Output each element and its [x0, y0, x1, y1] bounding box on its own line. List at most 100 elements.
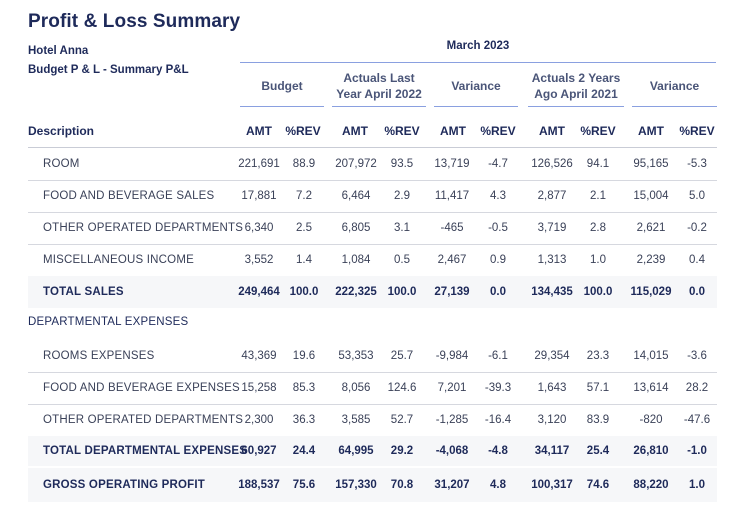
row-label: FOOD AND BEVERAGE SALES — [43, 190, 215, 202]
table-cell: 100,317 — [531, 479, 573, 491]
table-cell: 2,877 — [537, 190, 567, 202]
column-header: %REV — [384, 124, 420, 138]
table-cell: 52.7 — [390, 414, 414, 426]
table-cell: 75.6 — [292, 479, 316, 491]
table-cell: 2.9 — [394, 190, 410, 202]
total-row: TOTAL SALES 249,464 100.0 222,325 100.0 27,13… — [28, 276, 717, 308]
table-cell: 3,552 — [244, 254, 274, 266]
table-row: OTHER OPERATED DEPARTMENTS 6,340 2.5 6,805 3… — [28, 212, 717, 245]
table-cell: 221,691 — [238, 158, 280, 170]
table-cell: 13,614 — [633, 382, 669, 394]
table-cell: 4.3 — [490, 190, 506, 202]
column-header: %REV — [285, 124, 321, 138]
table-cell: 2,467 — [437, 254, 467, 266]
table-cell: 23.3 — [586, 350, 610, 362]
section-departmental-expenses: DEPARTMENTAL EXPENSES — [28, 316, 189, 328]
table-cell: 15,004 — [633, 190, 669, 202]
table-cell: -6.1 — [488, 350, 508, 362]
group-underline-actuals-last-year — [332, 106, 426, 107]
period-header: March 2023 — [446, 40, 510, 52]
report-name: Budget P & L - Summary P&L — [28, 64, 189, 76]
table-cell: -820 — [639, 414, 663, 426]
table-row: OTHER OPERATED DEPARTMENTS 2,300 36.3 3,585… — [28, 404, 717, 436]
table-row: FOOD AND BEVERAGE SALES 17,881 7.2 6,464 2.9… — [28, 180, 717, 213]
table-cell: 2,300 — [244, 414, 274, 426]
table-cell: 6,805 — [341, 222, 371, 234]
table-cell: 0.0 — [689, 286, 705, 298]
table-cell: 222,325 — [335, 286, 377, 298]
table-cell: 1,084 — [341, 254, 371, 266]
table-cell: 36.3 — [292, 414, 316, 426]
table-cell: 25.7 — [390, 350, 414, 362]
table-cell: 74.6 — [586, 479, 610, 491]
column-header: AMT — [539, 124, 565, 138]
table-cell: 14,015 — [633, 350, 669, 362]
row-label: ROOMS EXPENSES — [43, 350, 155, 362]
table-cell: 0.4 — [689, 254, 705, 266]
table-cell: -0.2 — [687, 222, 707, 234]
header-rule — [28, 147, 717, 148]
row-label: FOOD AND BEVERAGE EXPENSES — [43, 382, 240, 394]
table-cell: -9,984 — [435, 350, 469, 362]
row-label: TOTAL DEPARTMENTAL EXPENSES — [43, 445, 248, 457]
table-cell: -47.6 — [683, 414, 711, 426]
table-cell: 4.8 — [490, 479, 506, 491]
table-cell: 28.2 — [685, 382, 709, 394]
table-cell: 26,810 — [633, 445, 669, 457]
table-cell: -1,285 — [435, 414, 469, 426]
group-header-variance-1: Variance — [451, 79, 501, 93]
table-cell: 134,435 — [531, 286, 573, 298]
table-cell: 25.4 — [586, 445, 610, 457]
table-cell: -4.8 — [488, 445, 508, 457]
table-cell: 100.0 — [289, 286, 319, 298]
table-cell: 124.6 — [387, 382, 417, 394]
column-header: AMT — [342, 124, 368, 138]
table-cell: 24.4 — [292, 445, 316, 457]
table-cell: 0.5 — [394, 254, 410, 266]
table-cell: 1,313 — [537, 254, 567, 266]
column-header: %REV — [580, 124, 616, 138]
table-cell: 34,117 — [534, 445, 570, 457]
period-underline — [240, 62, 716, 63]
table-cell: 64,995 — [338, 445, 374, 457]
table-cell: 8,056 — [341, 382, 371, 394]
table-cell: 85.3 — [292, 382, 316, 394]
table-row: FOOD AND BEVERAGE EXPENSES 15,258 85.3 8,05… — [28, 372, 717, 405]
table-row: ROOM 221,691 88.9 207,972 93.5 13,719 -4.7 126,… — [28, 148, 717, 181]
column-header: %REV — [679, 124, 715, 138]
table-cell: 15,258 — [241, 382, 277, 394]
row-label: GROSS OPERATING PROFIT — [43, 479, 206, 491]
table-cell: 57.1 — [586, 382, 610, 394]
table-cell: 3,120 — [537, 414, 567, 426]
total-row: GROSS OPERATING PROFIT 188,537 75.6 157,330… — [28, 468, 717, 502]
table-cell: 83.9 — [586, 414, 610, 426]
table-cell: 6,340 — [244, 222, 274, 234]
table-cell: 0.0 — [490, 286, 506, 298]
table-cell: 100.0 — [387, 286, 417, 298]
table-cell: 19.6 — [292, 350, 316, 362]
table-cell: 17,881 — [241, 190, 277, 202]
table-cell: 188,537 — [238, 479, 280, 491]
row-label: OTHER OPERATED DEPARTMENTS — [43, 414, 244, 426]
table-cell: 27,139 — [434, 286, 470, 298]
column-header: AMT — [638, 124, 664, 138]
table-cell: 157,330 — [335, 479, 377, 491]
table-cell: 31,207 — [434, 479, 470, 491]
table-cell: 7.2 — [296, 190, 312, 202]
row-label: ROOM — [43, 158, 80, 170]
group-header-actuals-last-year: Actuals Last Year April 2022 — [336, 71, 422, 101]
table-cell: 126,526 — [531, 158, 573, 170]
table-cell: -3.6 — [687, 350, 707, 362]
table-cell: 94.1 — [586, 158, 610, 170]
table-cell: 207,972 — [335, 158, 377, 170]
group-underline-variance-2 — [632, 106, 717, 107]
table-cell: -465 — [440, 222, 464, 234]
table-cell: 2,239 — [636, 254, 666, 266]
table-cell: 13,719 — [434, 158, 470, 170]
table-cell: 95,165 — [633, 158, 669, 170]
table-cell: 3,719 — [537, 222, 567, 234]
table-cell: 1.0 — [590, 254, 606, 266]
table-cell: 3.1 — [394, 222, 410, 234]
table-cell: 70.8 — [390, 479, 414, 491]
table-cell: 5.0 — [689, 190, 705, 202]
